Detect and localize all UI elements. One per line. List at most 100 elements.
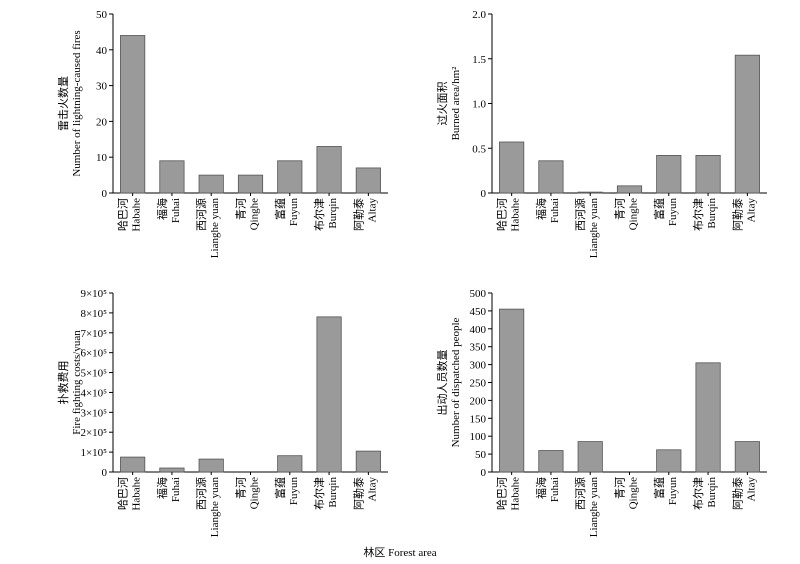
y-tick-label: 0 [102,467,108,479]
x-tick-label-en: Fuhai [549,477,561,502]
x-tick-label-zh: 西河源 [573,198,587,231]
x-tick-label-en: Lianghe yuan [588,477,600,538]
y-axis-title-zh: 扑救费用 [56,361,70,405]
bar [656,155,682,194]
bar [277,160,303,194]
x-tick-label-en: Altay [745,477,757,502]
x-tick-label-en: Fuhai [549,198,561,223]
bar [734,441,760,473]
bar [499,308,525,473]
y-axis-title-zh: 雷击火数量 [57,76,70,131]
y-tick-label: 2.0 [472,9,486,21]
x-tick-label-zh: 阿勒泰 [730,477,744,510]
x-tick-label-zh: 哈巴河 [496,477,509,510]
x-tick-label-zh: 青河 [614,477,627,499]
y-tick-label: 30 [96,81,108,93]
bar [695,155,721,194]
x-tick-label-zh: 福海 [155,477,169,499]
bar [499,141,525,194]
burned-area-chart: 0 0.5 1.0 1.5 2.0 哈巴河 Habahe 福海 Fuhai 西河源 Lianghe … [436,9,767,258]
x-tick-label-en: Burqin [327,198,339,229]
x-tick-label-en: Qinghe [249,477,261,510]
x-tick-label-en: Fuyun [667,477,679,506]
y-axis-title-en: Fire fighting costs/yuan [71,330,83,435]
y-tick-label: 50 [96,9,108,21]
x-tick-label-zh: 阿勒泰 [730,198,744,231]
x-tick-label-zh: 阿勒泰 [351,198,365,231]
fire-fighting-costs-chart: 0 1×10⁵ 2×10⁵ 3×10⁵ 4×10⁵ 5×10⁵ 6×10⁵ 7×10⁵ 8×10… [56,288,388,537]
bar [120,456,146,473]
x-tick-label-en: Qinghe [249,198,261,231]
x-tick-label-en: Lianghe yuan [209,198,221,259]
x-tick-label-en: Qinghe [628,198,640,231]
x-tick-label-zh: 布尔津 [692,477,705,510]
y-axis-title-en: Number of dispatched people [450,317,462,447]
y-tick-label: 8×10⁵ [80,308,107,320]
x-tick-label-zh: 富蕴 [652,198,666,220]
y-tick-label: 50 [475,449,487,461]
y-axis-title-en: Burned area/hm² [450,66,462,141]
bar [616,185,643,194]
x-tick-label-zh: 哈巴河 [117,477,130,510]
bar [277,455,303,473]
x-tick-label-en: Habahe [131,477,143,511]
bar [577,441,603,473]
x-tick-label-zh: 福海 [155,198,169,220]
y-tick-label: 20 [96,116,108,128]
y-tick-label: 450 [470,306,487,318]
y-tick-label: 2×10⁵ [80,427,107,439]
y-tick-label: 5×10⁵ [80,368,107,380]
x-tick-label-zh: 富蕴 [273,477,287,499]
y-tick-label: 1.0 [472,99,486,111]
y-axis-title-en: Number of lightning-caused fires [71,30,83,176]
bar [159,160,185,194]
x-tick-label-en: Altay [366,477,378,502]
bar [198,174,224,194]
y-tick-label: 40 [96,45,108,57]
x-tick-label-en: Lianghe yuan [588,198,600,259]
x-tick-label-en: Burqin [706,477,718,508]
x-tick-label-en: Qinghe [628,477,640,510]
x-tick-label-zh: 阿勒泰 [351,477,365,510]
y-tick-label: 250 [470,378,487,390]
x-tick-label-en: Burqin [327,477,339,508]
x-tick-label-zh: 布尔津 [313,198,326,231]
shared-x-axis-title: 林区 Forest area [363,545,436,559]
x-tick-label-zh: 富蕴 [273,198,287,220]
y-tick-label: 350 [470,342,487,354]
x-tick-label-zh: 布尔津 [313,477,326,510]
lightning-fires-chart: 0 10 20 30 40 50 哈巴河 Habahe 福海 Fuhai 西河源 Lianghe yu… [57,9,388,258]
y-axis-title-zh: 过火面积 [436,82,449,126]
x-tick-label-zh: 青河 [235,477,248,499]
y-tick-label: 6×10⁵ [80,348,107,360]
bar [159,467,185,473]
bar [237,174,264,194]
bar [538,160,564,194]
y-tick-label: 9×10⁵ [80,288,107,300]
y-tick-label: 3×10⁵ [80,407,107,419]
bar [656,449,682,473]
x-tick-label-en: Fuyun [288,477,300,506]
y-tick-label: 150 [470,413,487,425]
bar [355,167,381,194]
y-tick-label: 200 [470,395,487,407]
y-tick-label: 500 [470,288,487,300]
dispatched-people-chart: 0 50 100 150 200 250 300 350 400 450 500 哈巴河 Habahe 福… [435,288,767,537]
y-tick-label: 100 [470,431,487,443]
x-tick-label-zh: 哈巴河 [496,198,509,231]
y-tick-label: 0 [481,188,487,200]
y-tick-label: 4×10⁵ [80,387,107,399]
y-axis-title-zh: 出动人员数量 [435,350,449,416]
bar [198,458,224,473]
y-tick-label: 1×10⁵ [80,447,107,459]
y-tick-label: 10 [96,152,108,164]
x-tick-label-en: Habahe [510,198,522,232]
bar [316,146,342,194]
y-tick-label: 300 [470,360,487,372]
x-tick-label-en: Lianghe yuan [209,477,221,538]
x-tick-label-zh: 西河源 [194,198,208,231]
x-tick-label-en: Habahe [131,198,143,232]
y-tick-label: 0.5 [472,143,486,155]
